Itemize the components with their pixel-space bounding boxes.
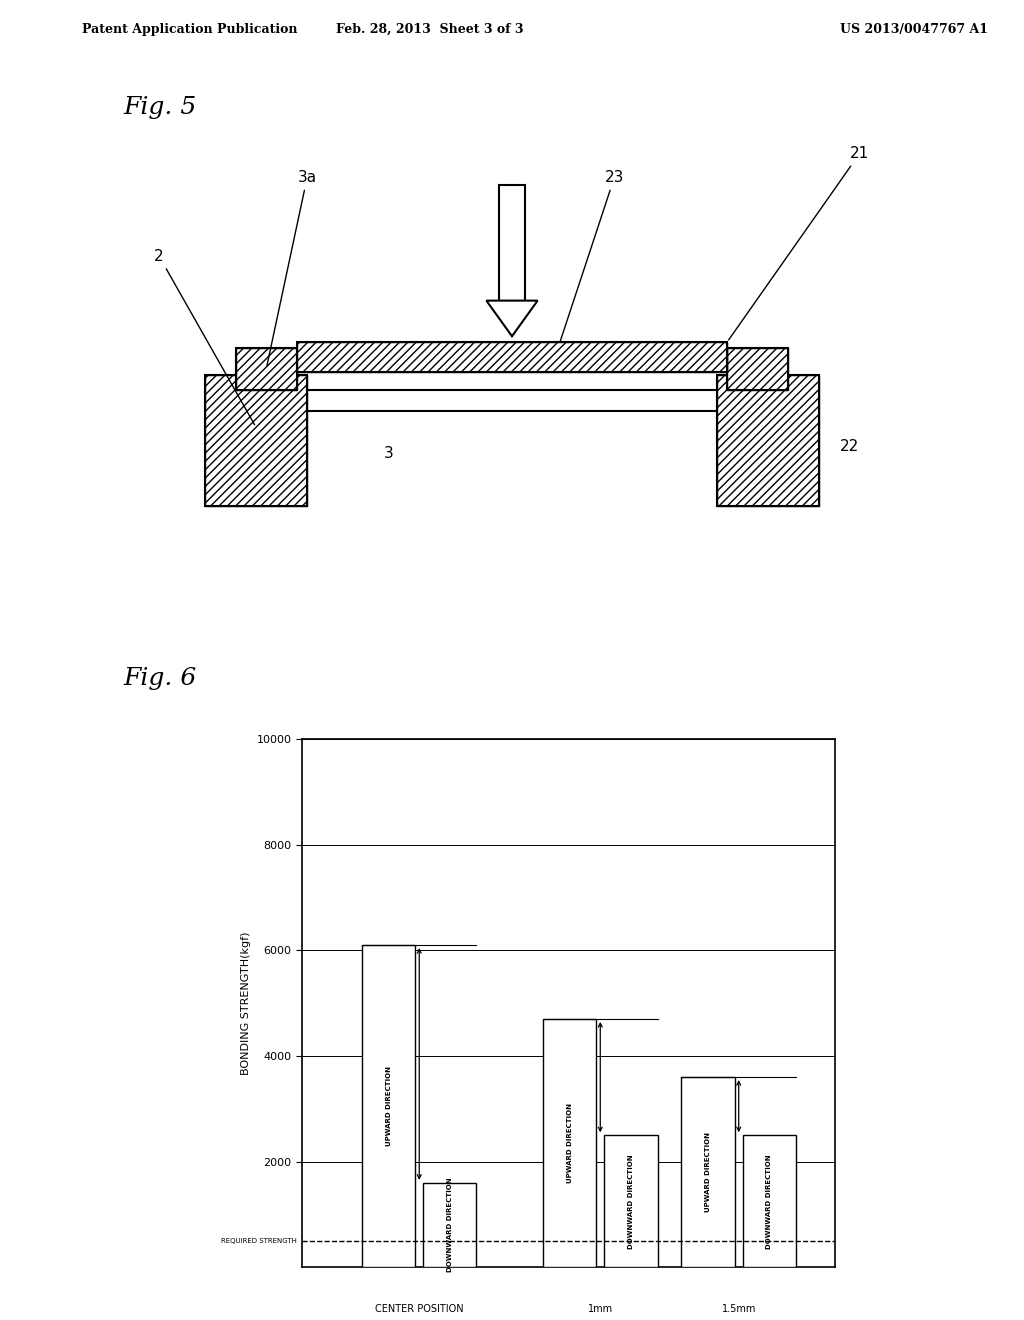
Bar	[604, 1135, 657, 1267]
Text: Fig. 6: Fig. 6	[123, 667, 197, 690]
Bar	[205, 375, 307, 506]
Bar	[205, 375, 307, 506]
Text: DOWNWARD DIRECTION: DOWNWARD DIRECTION	[766, 1154, 772, 1249]
Bar	[727, 348, 788, 389]
Text: 2: 2	[155, 248, 255, 425]
Bar	[727, 348, 788, 389]
Text: 3a: 3a	[267, 170, 316, 366]
Polygon shape	[486, 301, 538, 337]
Bar	[717, 375, 819, 506]
Bar	[297, 342, 727, 372]
Bar	[236, 348, 297, 389]
Text: Fig. 5: Fig. 5	[123, 95, 197, 119]
Text: REQUIRED STRENGTH: REQUIRED STRENGTH	[221, 1238, 297, 1243]
Text: DOWNWARD DIRECTION: DOWNWARD DIRECTION	[446, 1177, 453, 1272]
Text: UPWARD DIRECTION: UPWARD DIRECTION	[566, 1104, 572, 1183]
Bar	[236, 348, 297, 389]
Bar	[362, 945, 416, 1267]
Text: UPWARD DIRECTION: UPWARD DIRECTION	[386, 1067, 391, 1146]
Bar	[225, 389, 799, 411]
Bar	[742, 1135, 796, 1267]
Text: 21: 21	[729, 147, 869, 341]
Text: DOWNWARD DIRECTION: DOWNWARD DIRECTION	[628, 1154, 634, 1249]
Bar	[297, 342, 727, 372]
Bar	[717, 375, 819, 506]
Text: Feb. 28, 2013  Sheet 3 of 3: Feb. 28, 2013 Sheet 3 of 3	[336, 24, 524, 36]
Bar	[423, 1183, 476, 1267]
Text: 1mm: 1mm	[588, 1304, 612, 1315]
Bar	[500, 185, 524, 301]
Text: 1.5mm: 1.5mm	[722, 1304, 756, 1315]
Y-axis label: BONDING STRENGTH(kgf): BONDING STRENGTH(kgf)	[241, 932, 251, 1074]
Text: CENTER POSITION: CENTER POSITION	[375, 1304, 464, 1315]
Text: US 2013/0047767 A1: US 2013/0047767 A1	[840, 24, 988, 36]
Text: 23: 23	[556, 170, 624, 354]
Text: 3: 3	[384, 446, 394, 461]
Text: Patent Application Publication: Patent Application Publication	[82, 24, 297, 36]
Text: 22: 22	[840, 438, 859, 454]
Text: UPWARD DIRECTION: UPWARD DIRECTION	[706, 1133, 711, 1212]
Bar	[543, 1019, 596, 1267]
Bar	[682, 1077, 735, 1267]
